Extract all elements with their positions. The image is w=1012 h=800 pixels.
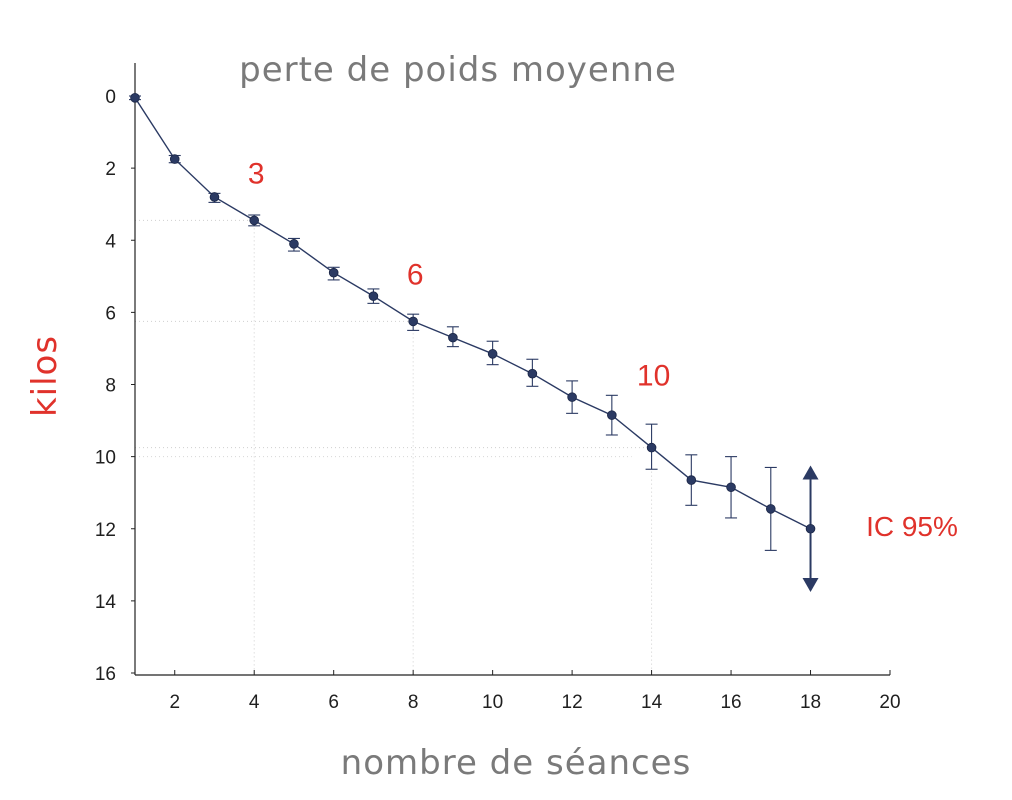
axes: 0 2 4 6 8 10 12 14 16 2 4 6 8 10 12 14 16 18 20 (95, 63, 901, 713)
data-point (368, 291, 379, 301)
x-tick-label: 16 (720, 692, 741, 713)
x-tick-label: 12 (562, 692, 583, 713)
y-axis-label: kilos (25, 335, 65, 417)
chart-title: perte de poids moyenne (239, 50, 677, 90)
x-tick-label: 10 (482, 692, 503, 713)
series-line (134, 97, 811, 530)
y-tick-label: 16 (95, 664, 116, 685)
x-tick-label: 18 (800, 692, 821, 713)
data-point (209, 192, 220, 202)
x-tick-label: 20 (879, 692, 900, 713)
x-tick-label: 8 (408, 692, 419, 713)
data-point (686, 475, 697, 485)
data-point (805, 523, 816, 534)
y-tick-label: 12 (95, 520, 116, 541)
data-point (527, 368, 538, 379)
y-tick-label: 2 (105, 159, 116, 180)
annotations: 3 6 10 (248, 158, 670, 393)
annotation-label: 6 (407, 259, 424, 292)
y-tick-label: 6 (105, 303, 116, 324)
ci-label: IC 95% (866, 511, 958, 542)
x-tick-label: 6 (328, 692, 339, 713)
y-tick-label: 14 (95, 592, 117, 613)
data-point (607, 410, 617, 420)
x-tick-label: 14 (641, 692, 663, 713)
annotation-label: 3 (248, 158, 265, 191)
data-point (487, 349, 498, 359)
data-point (169, 154, 180, 164)
data-point (328, 267, 339, 278)
x-tick-label: 2 (169, 692, 180, 713)
x-axis-label: nombre de séances (341, 743, 692, 783)
data-point (646, 442, 657, 453)
ci-arrow-up (802, 465, 819, 480)
y-tick-label: 0 (105, 87, 116, 108)
ci-arrow-down (802, 578, 819, 593)
y-tick-label: 10 (95, 448, 116, 469)
data-point (765, 504, 776, 514)
x-tick-label: 4 (249, 692, 260, 713)
data-point (408, 316, 418, 327)
data-point (448, 332, 458, 343)
data-point (249, 215, 260, 226)
data-point (130, 93, 140, 103)
series (129, 93, 819, 593)
data-point (567, 392, 577, 402)
y-tick-label: 8 (105, 376, 116, 397)
data-point (289, 239, 299, 249)
y-tick-label: 4 (105, 231, 116, 252)
data-point (726, 482, 736, 493)
reference-lines (135, 219, 653, 675)
annotation-label: 10 (637, 360, 670, 393)
